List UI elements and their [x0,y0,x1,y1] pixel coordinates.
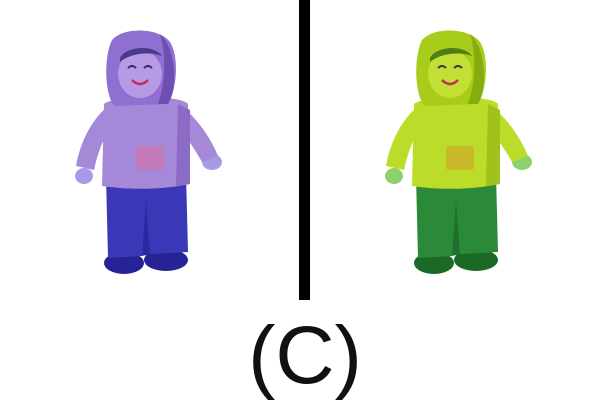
left-sleeve [76,108,112,170]
sweater-pocket [446,146,474,170]
left-hand [75,168,93,184]
pants-shading [452,200,460,256]
right-image-panel [310,0,610,300]
sweater-pocket [136,146,164,170]
left-image-panel [0,0,300,300]
pants-shading [142,200,150,256]
right-shoe [454,249,498,271]
hood-shading [158,34,175,104]
blue-toy-figure-image [75,30,222,274]
vertical-divider [299,0,310,300]
right-shoe [144,249,188,271]
smile [131,79,149,86]
green-toy-figure-image [385,30,532,274]
face [118,50,162,98]
sweater [412,97,500,189]
sweater-shading [176,104,190,186]
hood-shading [468,34,485,104]
left-hand [385,168,403,184]
right-eye [143,65,153,69]
face [428,50,472,98]
hair [430,47,472,62]
sweater [102,97,190,189]
left-sleeve [386,108,422,170]
right-eye [453,65,463,69]
toy-figure [75,30,222,274]
hair [120,47,162,62]
left-eye [437,65,447,69]
panel-caption: (C) [248,310,362,401]
left-eye [127,65,137,69]
sweater-shading [486,104,500,186]
smile [441,79,459,86]
toy-figure [385,30,532,274]
